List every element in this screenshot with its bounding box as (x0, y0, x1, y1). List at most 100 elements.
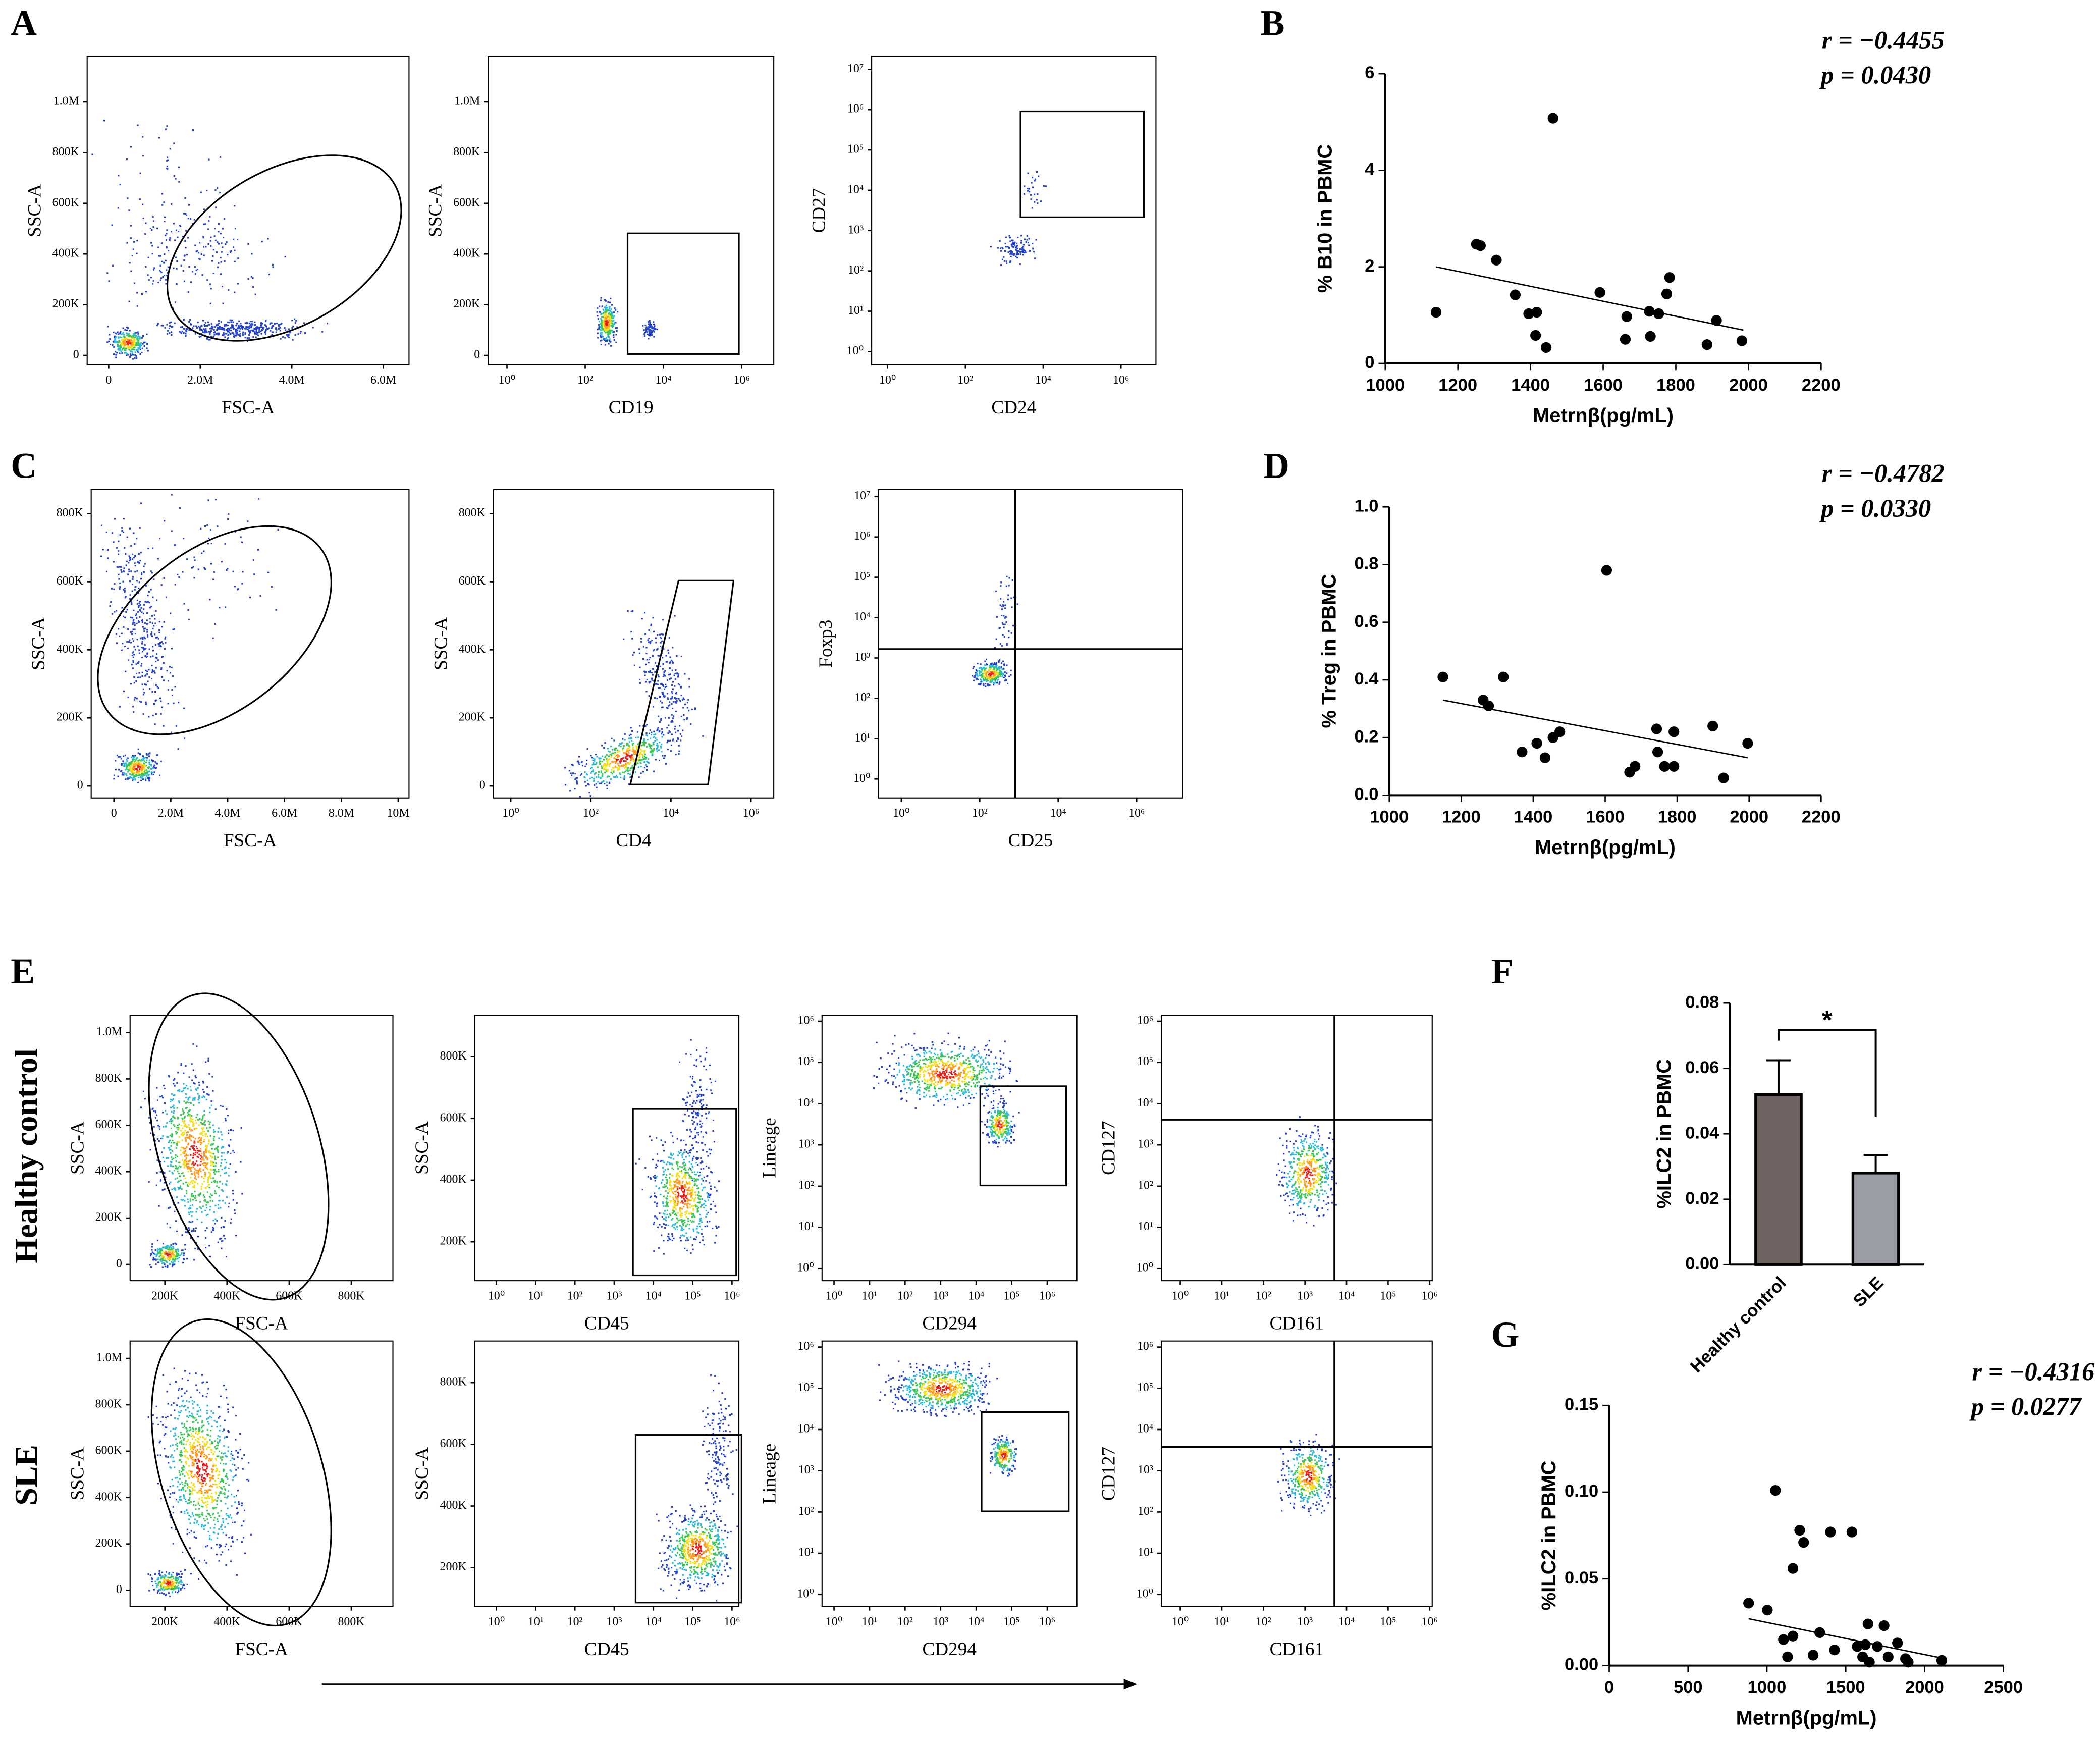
event-dot (265, 329, 267, 331)
event-dot (203, 1194, 205, 1196)
event-dot (194, 1230, 196, 1232)
event-dot (594, 773, 596, 775)
y-tick-label: 10⁶ (854, 530, 870, 543)
event-dot (140, 665, 142, 667)
event-dot (1014, 241, 1016, 243)
event-dot (666, 1209, 669, 1211)
event-dot (184, 1155, 186, 1157)
event-dot (187, 1163, 189, 1165)
event-dot (624, 739, 626, 741)
event-dot (189, 1128, 191, 1130)
event-dot (153, 625, 155, 627)
event-dot (669, 662, 671, 664)
event-dot (204, 329, 206, 331)
event-dot (663, 688, 666, 690)
event-dot (1012, 596, 1015, 598)
x-tick-label: 10⁶ (743, 807, 759, 820)
event-dot (642, 646, 644, 648)
event-dot (174, 544, 176, 546)
event-dot (185, 332, 187, 334)
event-dot (630, 759, 632, 761)
event-dot (199, 1158, 202, 1160)
event-dot (660, 645, 662, 648)
event-dot (186, 1192, 188, 1194)
event-dot (653, 321, 655, 323)
event-dot (122, 580, 124, 583)
event-dot (1005, 236, 1007, 238)
event-dot (217, 1204, 220, 1206)
event-dot (114, 518, 116, 520)
event-dot (586, 779, 588, 781)
event-dot (633, 652, 635, 654)
event-dot (132, 622, 134, 624)
event-dot (695, 1174, 697, 1176)
event-dot (206, 1150, 208, 1152)
event-dot (144, 772, 146, 774)
x-tick-label: 1400 (1511, 376, 1550, 395)
event-dot (207, 1176, 209, 1179)
x-tick-label: 8.0M (329, 807, 354, 820)
event-dot (127, 778, 129, 780)
event-dot (212, 336, 214, 338)
event-dot (674, 678, 676, 680)
event-dot (160, 641, 163, 643)
event-dot (126, 353, 129, 355)
event-dot (990, 663, 992, 665)
event-dot (190, 1154, 192, 1156)
event-dot (327, 323, 329, 325)
event-dot (200, 1122, 202, 1124)
event-dot (220, 257, 222, 259)
event-dot (278, 324, 280, 326)
event-dot (201, 1142, 203, 1144)
event-dot (596, 786, 598, 788)
x-tick-label: 1400 (1514, 808, 1553, 827)
event-dot (192, 1154, 194, 1156)
event-dot (980, 683, 982, 685)
event-dot (164, 1258, 166, 1260)
event-dot (169, 666, 171, 668)
y-tick-label: 600K (459, 574, 486, 588)
event-dot (127, 343, 130, 345)
event-dot (189, 1109, 191, 1111)
event-dot (613, 339, 615, 341)
plot-frame (90, 489, 410, 799)
event-dot (227, 334, 229, 337)
event-dot (991, 666, 994, 668)
event-dot (677, 1212, 679, 1214)
event-dot (100, 555, 102, 557)
event-dot (147, 547, 149, 550)
event-dot (609, 331, 611, 333)
event-dot (197, 1183, 199, 1185)
event-dot (990, 672, 992, 674)
event-dot (127, 343, 129, 345)
event-dot (649, 322, 651, 324)
event-dot (209, 216, 211, 218)
event-dot (618, 745, 620, 747)
event-dot (623, 752, 625, 754)
event-dot (650, 751, 652, 753)
event-dot (176, 1141, 179, 1143)
event-dot (603, 322, 605, 324)
event-dot (214, 1157, 216, 1159)
event-dot (1027, 172, 1029, 174)
event-dot (168, 1257, 170, 1259)
event-dot (196, 250, 198, 252)
event-dot (148, 762, 150, 764)
event-dot (645, 663, 647, 665)
event-dot (661, 1216, 663, 1218)
event-dot (189, 1096, 191, 1098)
event-dot (235, 330, 237, 332)
event-dot (1000, 662, 1003, 664)
event-dot (662, 1186, 664, 1188)
event-dot (184, 1195, 186, 1197)
event-dot (138, 763, 140, 765)
event-dot (658, 1247, 660, 1249)
event-dot (985, 658, 988, 660)
event-dot (288, 336, 290, 339)
event-dot (139, 348, 141, 350)
event-dot (608, 307, 610, 310)
event-dot (603, 338, 605, 340)
event-dot (189, 1138, 191, 1140)
event-dot (609, 306, 611, 308)
event-dot (216, 1182, 218, 1184)
